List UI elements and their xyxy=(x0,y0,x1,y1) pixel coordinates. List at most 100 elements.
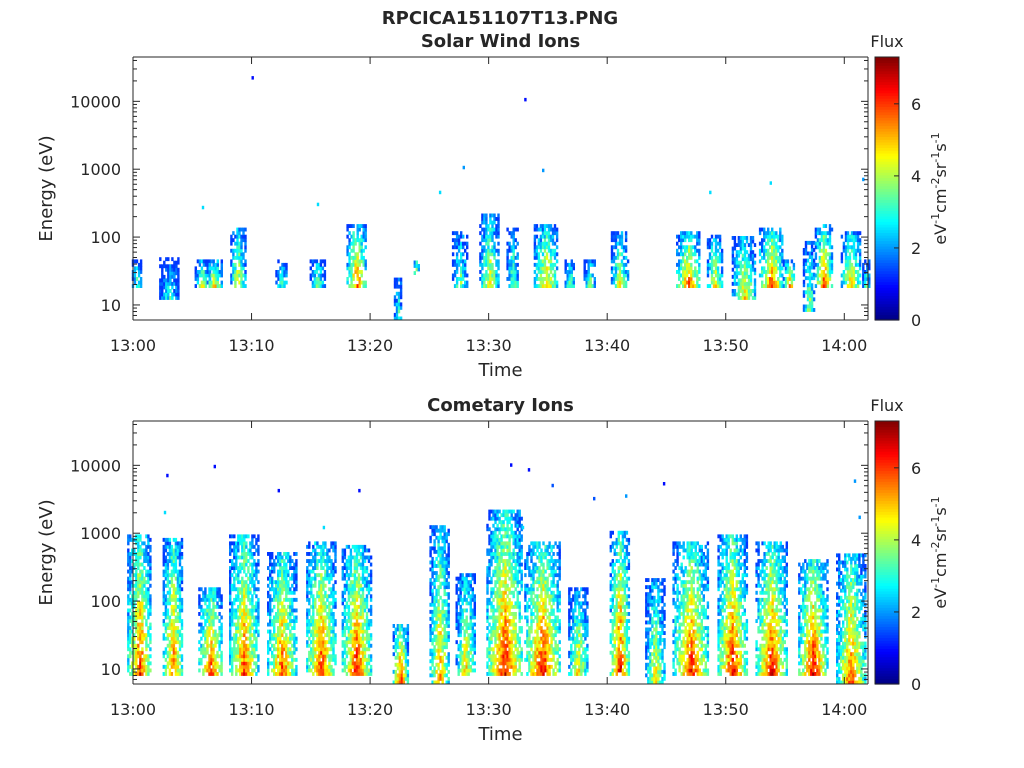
flux-cell xyxy=(308,619,311,623)
flux-cell xyxy=(510,248,513,253)
flux-cell xyxy=(804,290,808,295)
flux-cell xyxy=(196,273,200,278)
flux-cell xyxy=(251,612,254,616)
flux-cell xyxy=(820,231,824,236)
flux-cell xyxy=(328,587,331,592)
colorbar-segment xyxy=(875,207,899,212)
flux-cell xyxy=(345,583,349,588)
flux-cell xyxy=(399,302,403,307)
flux-cell xyxy=(435,669,438,674)
flux-cell xyxy=(429,609,432,614)
flux-cell xyxy=(367,583,371,588)
flux-cell xyxy=(231,612,234,616)
flux-cell xyxy=(141,597,144,602)
flux-cell xyxy=(234,255,237,260)
flux-cell xyxy=(243,668,246,673)
flux-cell xyxy=(348,270,351,274)
flux-cell xyxy=(162,544,165,549)
flux-cell xyxy=(398,669,402,674)
flux-cell xyxy=(485,224,488,228)
flux-cell xyxy=(172,548,176,553)
flux-cell xyxy=(166,562,170,567)
flux-cell xyxy=(810,272,814,277)
flux-cell xyxy=(435,680,438,685)
flux-cell xyxy=(328,573,331,578)
flux-cell xyxy=(218,619,221,623)
flux-cell xyxy=(852,270,856,274)
flux-cell xyxy=(314,622,317,627)
flux-cell xyxy=(508,259,511,264)
flux-cell xyxy=(318,629,321,634)
flux-cell xyxy=(170,552,174,556)
flux-cell xyxy=(316,619,319,623)
flux-cell xyxy=(676,234,679,239)
flux-cell xyxy=(753,278,757,283)
flux-cell xyxy=(267,576,270,581)
flux-cell xyxy=(243,664,246,669)
flux-cell xyxy=(551,273,555,278)
flux-cell xyxy=(315,277,319,281)
flux-cell xyxy=(257,534,260,539)
flux-cell xyxy=(328,672,331,676)
flux-cell xyxy=(393,277,397,282)
flux-cell xyxy=(314,573,317,578)
flux-cell xyxy=(229,654,232,659)
flux-cell xyxy=(828,262,832,267)
flux-cell xyxy=(180,587,184,592)
flux-cell xyxy=(541,224,545,228)
flux-cell xyxy=(745,274,749,279)
flux-cell xyxy=(194,284,197,288)
flux-cell xyxy=(145,559,148,563)
flux-cell xyxy=(747,243,751,247)
flux-cell xyxy=(135,277,139,281)
flux-cell xyxy=(173,289,176,293)
flux-cell xyxy=(684,273,687,278)
flux-cell xyxy=(690,277,693,281)
flux-cell xyxy=(285,668,288,673)
flux-cell xyxy=(455,280,459,285)
flux-cell xyxy=(720,252,724,257)
flux-cell xyxy=(822,255,826,260)
flux-cell xyxy=(429,539,432,544)
flux-cell xyxy=(714,284,718,288)
flux-cell xyxy=(253,633,256,638)
flux-cell xyxy=(202,284,206,288)
flux-cell xyxy=(824,252,828,257)
flux-cell xyxy=(133,590,136,595)
flux-cell xyxy=(553,231,557,236)
flux-cell xyxy=(360,224,363,228)
flux-cell xyxy=(431,599,434,604)
x-tick-label: 13:00 xyxy=(110,336,156,355)
flux-cell xyxy=(306,619,309,623)
flux-cell xyxy=(363,668,367,673)
flux-cell xyxy=(149,668,152,673)
flux-cell xyxy=(230,241,233,246)
flux-cell xyxy=(431,641,434,646)
flux-cell xyxy=(765,234,768,239)
flux-cell xyxy=(137,633,140,638)
colorbar-segment xyxy=(875,76,899,80)
flux-cell xyxy=(289,615,292,620)
flux-cell xyxy=(543,259,547,264)
flux-cell xyxy=(141,664,144,669)
flux-cell xyxy=(277,270,280,274)
flux-cell xyxy=(589,284,592,288)
flux-cell xyxy=(127,619,130,623)
flux-cell xyxy=(453,231,457,236)
flux-cell xyxy=(537,270,541,274)
flux-cell xyxy=(822,248,826,253)
flux-cell xyxy=(808,290,812,295)
flux-cell xyxy=(553,252,557,257)
flux-cell xyxy=(255,562,258,567)
flux-cell xyxy=(753,253,757,258)
flux-speck xyxy=(251,76,254,80)
flux-cell xyxy=(512,270,515,274)
flux-cell xyxy=(614,270,618,274)
flux-cell xyxy=(348,245,351,250)
flux-cell xyxy=(433,680,436,685)
flux-cell xyxy=(804,248,808,252)
flux-cell xyxy=(352,234,355,239)
flux-cell xyxy=(745,267,749,272)
flux-cell xyxy=(320,640,323,645)
flux-cell xyxy=(624,270,628,274)
